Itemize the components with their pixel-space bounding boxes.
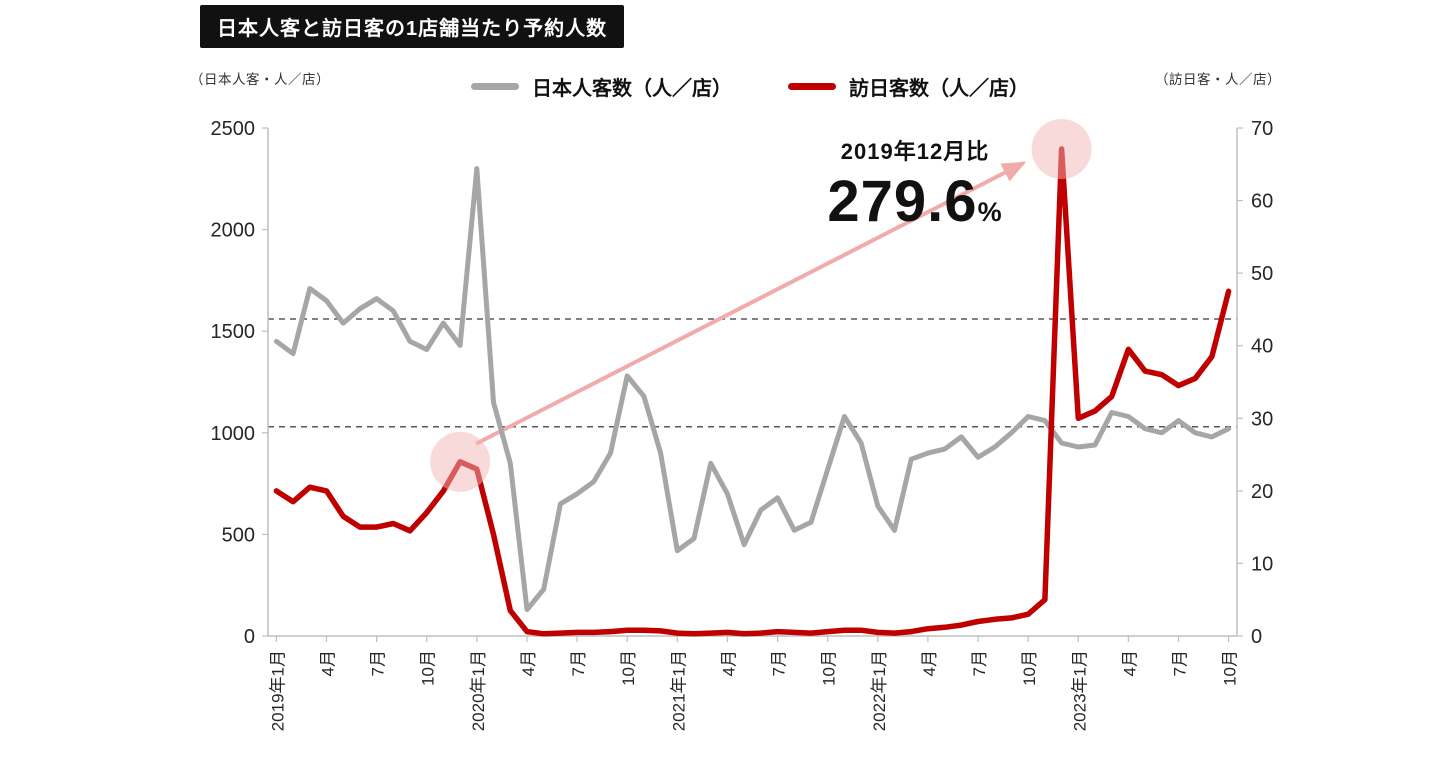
x-axis-tick-label: 2019年1月 bbox=[268, 650, 287, 731]
left-axis-tick-label: 2500 bbox=[211, 118, 256, 140]
left-axis-tick-label: 2000 bbox=[211, 220, 256, 242]
x-axis-tick-label: 2022年1月 bbox=[870, 650, 889, 731]
x-axis-tick-label: 7月 bbox=[1171, 650, 1190, 676]
x-axis-tick-label: 4月 bbox=[920, 650, 939, 676]
right-axis-tick-label: 0 bbox=[1251, 626, 1262, 648]
legend-label-inbound: 訪日客数（人／店） bbox=[849, 78, 1029, 100]
x-axis-tick-label: 7月 bbox=[770, 650, 789, 676]
annotation-label: 2019年12月比 bbox=[840, 139, 990, 164]
annotation-unit: % bbox=[977, 197, 1003, 227]
x-axis-tick-label: 7月 bbox=[970, 650, 989, 676]
series-line-inbound bbox=[273, 146, 1232, 637]
right-axis-tick-label: 10 bbox=[1251, 553, 1273, 575]
legend-item-domestic: 日本人客数（人／店） bbox=[471, 72, 732, 101]
right-axis-tick-label: 60 bbox=[1251, 191, 1273, 213]
annotation-value: 279.6% bbox=[775, 172, 1055, 231]
growth-annotation: 2019年12月比 279.6% bbox=[775, 134, 1055, 231]
left-axis-unit-label: （日本人客・人／店） bbox=[190, 72, 330, 87]
x-axis-tick-label: 4月 bbox=[318, 650, 337, 676]
right-axis-tick-label: 70 bbox=[1251, 118, 1273, 140]
left-axis-tick-label: 0 bbox=[244, 626, 255, 648]
growth-arrow bbox=[475, 161, 1027, 446]
x-axis-tick-label: 4月 bbox=[719, 650, 738, 676]
x-axis-tick-label: 10月 bbox=[1020, 650, 1039, 686]
x-axis-tick-label: 10月 bbox=[419, 650, 438, 686]
x-axis-tick-label: 2023年1月 bbox=[1070, 650, 1089, 731]
legend-swatch-inbound bbox=[788, 83, 836, 90]
legend-swatch-domestic bbox=[471, 83, 519, 90]
right-axis-tick-label: 40 bbox=[1251, 336, 1273, 358]
x-axis-tick-label: 2020年1月 bbox=[469, 650, 488, 731]
legend-item-inbound: 訪日客数（人／店） bbox=[788, 72, 1029, 101]
x-axis-tick-label: 10月 bbox=[619, 650, 638, 686]
highlight-circle bbox=[430, 431, 491, 492]
x-axis-tick-label: 10月 bbox=[1221, 650, 1240, 686]
x-axis-tick-label: 2021年1月 bbox=[669, 650, 688, 731]
series-line-domestic bbox=[273, 166, 1232, 613]
x-axis-tick-label: 7月 bbox=[369, 650, 388, 676]
left-axis-tick-label: 1000 bbox=[211, 423, 256, 445]
right-axis-tick-label: 50 bbox=[1251, 263, 1273, 285]
legend-label-domestic: 日本人客数（人／店） bbox=[532, 78, 732, 100]
right-axis-tick-label: 20 bbox=[1251, 481, 1273, 503]
chart-title-badge: 日本人客と訪日客の1店舗当たり予約人数 bbox=[200, 5, 625, 48]
left-axis-tick-label: 1500 bbox=[211, 321, 256, 343]
x-axis-tick-label: 7月 bbox=[569, 650, 588, 676]
left-axis-tick-label: 500 bbox=[222, 524, 255, 546]
annotation-number: 279.6 bbox=[827, 169, 978, 234]
x-axis-tick-label: 4月 bbox=[519, 650, 538, 676]
highlight-circle bbox=[1031, 119, 1092, 179]
right-axis-unit-label: （訪日客・人／店） bbox=[1155, 72, 1281, 87]
right-axis-tick-label: 30 bbox=[1251, 408, 1273, 430]
x-axis-tick-label: 4月 bbox=[1120, 650, 1139, 676]
x-axis-tick-label: 10月 bbox=[820, 650, 839, 686]
legend: 日本人客数（人／店） 訪日客数（人／店） bbox=[150, 72, 1350, 101]
